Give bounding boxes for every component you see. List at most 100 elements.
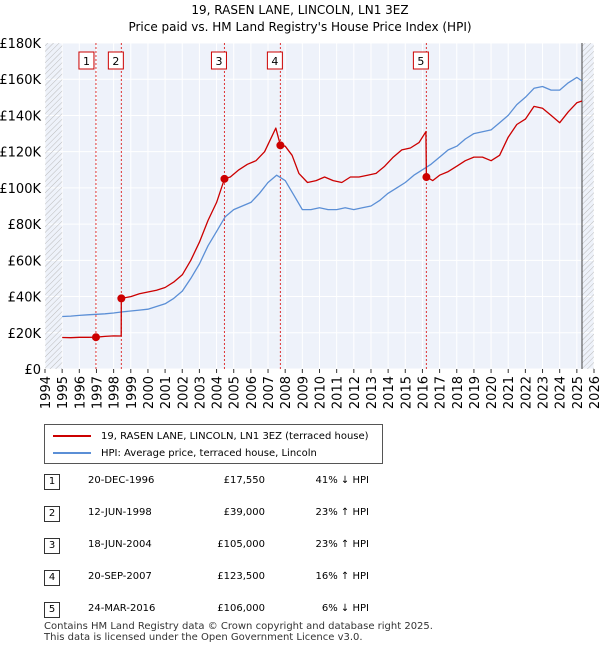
- x-tick-label: 2017: [434, 376, 449, 409]
- sale-label-number: 1: [83, 55, 90, 68]
- y-tick-label: £160K: [0, 73, 41, 88]
- footer-copyright: Contains HM Land Registry data © Crown c…: [44, 621, 433, 632]
- series-lines: [62, 76, 583, 339]
- x-tick-label: 2015: [399, 376, 414, 409]
- sale-number-badge: 1: [44, 474, 60, 490]
- x-tick-label: 2003: [193, 376, 208, 409]
- x-tick-label: 2005: [228, 376, 243, 409]
- y-tick-label: £80K: [8, 218, 42, 233]
- sale-date: 20-DEC-1996: [88, 475, 155, 486]
- sale-label: 4: [266, 51, 283, 70]
- y-tick-label: £180K: [0, 37, 41, 52]
- sale-price: £105,000: [217, 539, 265, 550]
- x-tick-label: 2014: [382, 376, 397, 409]
- x-tick-label: 1994: [39, 376, 54, 409]
- y-tick-label: £60K: [8, 254, 42, 269]
- legend-item-hpi: HPI: Average price, terraced house, Linc…: [53, 445, 317, 461]
- sale-label-box: [78, 51, 95, 70]
- sale-point: [117, 294, 126, 303]
- x-tick-label: 2019: [468, 376, 483, 409]
- sale-row: 5 24-MAR-2016 £106,000 6% ↓ HPI: [44, 602, 464, 618]
- sale-price: £106,000: [217, 603, 265, 614]
- x-tick-label: 1999: [125, 376, 140, 409]
- y-tick-label: £120K: [0, 146, 41, 161]
- y-tick-label: £100K: [0, 182, 41, 197]
- series-line: [62, 76, 583, 318]
- sale-point: [220, 174, 229, 183]
- sale-label: 2: [107, 51, 124, 70]
- x-tick-label: 2002: [176, 376, 191, 409]
- x-tick-label: 2000: [142, 376, 157, 409]
- x-tick-label: 2009: [296, 376, 311, 409]
- sale-number-badge: 3: [44, 538, 60, 554]
- sale-price: £17,550: [223, 475, 265, 486]
- x-tick-label: 2023: [537, 376, 552, 409]
- sale-label: 5: [412, 51, 429, 70]
- sale-label-box: [210, 51, 227, 70]
- sale-hpi-diff: 23% ↑ HPI: [315, 507, 369, 518]
- x-tick-label: 2021: [502, 376, 517, 409]
- legend: 19, RASEN LANE, LINCOLN, LN1 3EZ (terrac…: [44, 424, 383, 464]
- sale-label-box: [412, 51, 429, 70]
- legend-item-property: 19, RASEN LANE, LINCOLN, LN1 3EZ (terrac…: [53, 428, 369, 444]
- series-line: [62, 100, 583, 339]
- sale-points: [91, 141, 431, 342]
- sale-label-number: 4: [271, 55, 278, 68]
- legend-label-property: 19, RASEN LANE, LINCOLN, LN1 3EZ (terrac…: [101, 430, 369, 442]
- sale-label-number: 5: [417, 55, 424, 68]
- x-tick-label: 2007: [262, 376, 277, 409]
- sale-row: 1 20-DEC-1996 £17,550 41% ↓ HPI: [44, 474, 464, 490]
- y-tick-label: £40K: [8, 291, 42, 306]
- legend-label-hpi: HPI: Average price, terraced house, Linc…: [101, 447, 317, 459]
- sale-hpi-diff: 16% ↑ HPI: [315, 571, 369, 582]
- hatched-periods: [45, 43, 594, 369]
- sale-point: [422, 173, 431, 182]
- y-tick-label: £20K: [8, 327, 42, 342]
- sale-point: [91, 333, 100, 342]
- x-axis: 1994 1995 1996 1997 1998 1999 2000 2001 2002 2003…: [39, 369, 600, 409]
- x-tick-label: 2016: [416, 376, 431, 409]
- sale-number-badge: 4: [44, 570, 60, 586]
- sale-number-badge: 2: [44, 506, 60, 522]
- y-tick-label: £140K: [0, 109, 41, 124]
- y-tick-label: £0: [24, 363, 41, 378]
- sale-row: 4 20-SEP-2007 £123,500 16% ↑ HPI: [44, 570, 464, 586]
- sale-labels: 1 2 3 4 5: [78, 51, 429, 70]
- chart-subtitle: Price paid vs. HM Land Registry's House …: [128, 20, 472, 34]
- x-tick-label: 2006: [245, 376, 260, 409]
- legend-swatch-hpi: [53, 452, 91, 454]
- sale-label: 3: [210, 51, 227, 70]
- x-tick-label: 2010: [314, 376, 329, 409]
- x-tick-label: 2025: [571, 376, 586, 409]
- y-axis: £0 £20K £40K £60K £80K £100K £120K £140K £160K £1…: [0, 37, 41, 378]
- sale-price: £123,500: [217, 571, 265, 582]
- x-tick-label: 1995: [56, 376, 71, 409]
- sale-date: 24-MAR-2016: [88, 603, 156, 614]
- x-tick-label: 2012: [348, 376, 363, 409]
- sale-label-box: [266, 51, 283, 70]
- x-tick-label: 2020: [485, 376, 500, 409]
- x-tick-label: 2008: [279, 376, 294, 409]
- sale-point: [276, 141, 285, 150]
- x-tick-label: 2001: [159, 376, 174, 409]
- footer: Contains HM Land Registry data © Crown c…: [44, 621, 433, 643]
- sale-date: 18-JUN-2004: [88, 539, 152, 550]
- sale-row: 2 12-JUN-1998 £39,000 23% ↑ HPI: [44, 506, 464, 522]
- sale-hpi-diff: 6% ↓ HPI: [321, 603, 369, 614]
- x-tick-label: 2026: [588, 376, 600, 409]
- sale-hpi-diff: 23% ↑ HPI: [315, 539, 369, 550]
- x-tick-label: 1998: [108, 376, 123, 409]
- sale-hpi-diff: 41% ↓ HPI: [315, 475, 369, 486]
- hatched-period: [45, 43, 63, 369]
- chart-title: 19, RASEN LANE, LINCOLN, LN1 3EZ: [191, 3, 409, 17]
- hatched-period: [581, 43, 594, 369]
- sale-label-number: 3: [215, 55, 222, 68]
- sale-row: 3 18-JUN-2004 £105,000 23% ↑ HPI: [44, 538, 464, 554]
- x-tick-label: 1996: [73, 376, 88, 409]
- sale-date: 20-SEP-2007: [88, 571, 152, 582]
- x-tick-label: 2004: [211, 376, 226, 409]
- sale-price: £39,000: [223, 507, 265, 518]
- sale-number-badge: 5: [44, 602, 60, 618]
- legend-swatch-property: [53, 435, 91, 437]
